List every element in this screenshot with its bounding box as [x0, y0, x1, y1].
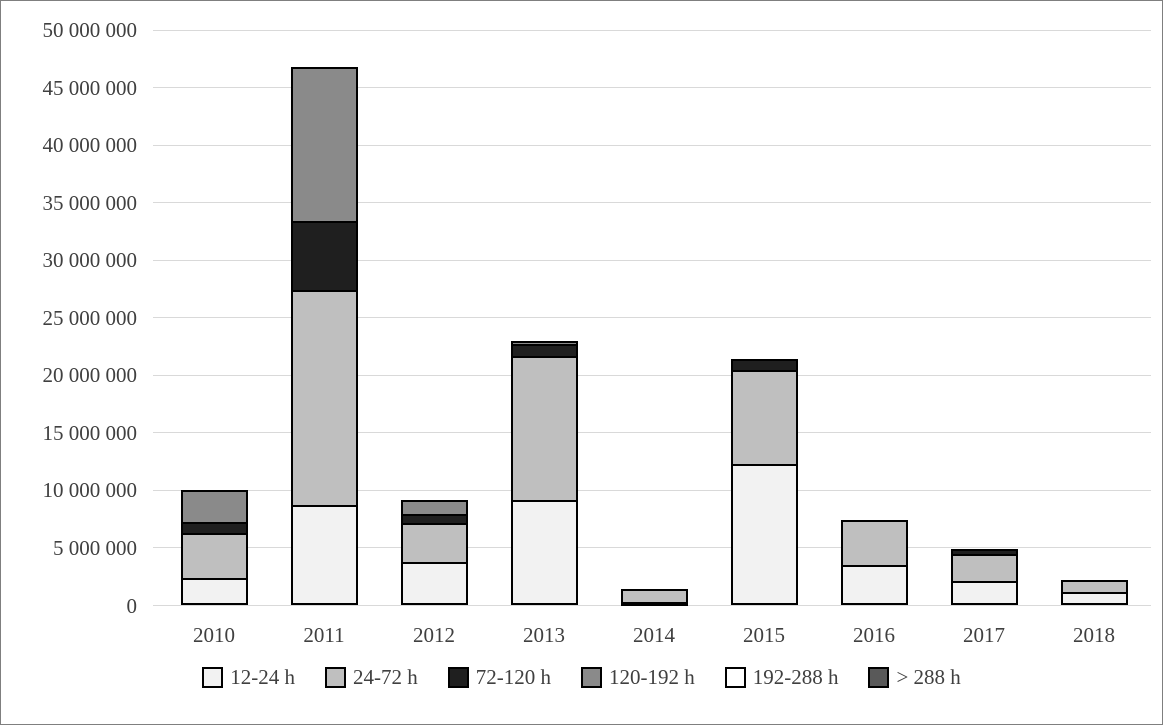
bar-segment-2010-12-24h	[180, 577, 248, 606]
chart-legend: 12-24 h 24-72 h 72-120 h 120-192 h 192-288 h…	[1, 665, 1162, 690]
y-axis-tick-label: 15 000 000	[42, 420, 138, 445]
bar-segment-2013-12-24h	[510, 500, 578, 606]
legend-swatch-icon	[580, 667, 602, 688]
gridline	[153, 144, 1151, 146]
x-axis-tick-label: 2012	[413, 623, 455, 647]
y-axis-tick-label: 10 000 000	[42, 478, 138, 503]
y-axis-tick-label: 40 000 000	[42, 133, 138, 158]
bar-segment-2013-72-120h	[510, 344, 578, 358]
legend-item: 192-288 h	[724, 665, 839, 690]
legend-label: 120-192 h	[608, 665, 695, 689]
x-axis-tick-label: 2015	[743, 623, 785, 647]
bar-segment-2011-24-72h	[290, 290, 358, 508]
legend-swatch-icon	[868, 667, 890, 688]
bar-segment-2018-24-72h	[1060, 579, 1128, 595]
gridline	[153, 547, 1151, 549]
y-axis-tick-label: 30 000 000	[42, 248, 138, 273]
bar-segment-2012-12-24h	[400, 561, 468, 606]
legend-label: 72-120 h	[475, 665, 551, 689]
y-axis-tick-label: 20 000 000	[42, 363, 138, 388]
bar-segment-2015-72-120h	[730, 359, 798, 373]
bar-segment-2010-24-72h	[180, 532, 248, 580]
bar-segment-2014-24-72h	[620, 589, 688, 605]
gridline	[153, 489, 1151, 491]
y-axis-tick-label: 0	[126, 593, 138, 618]
legend-item: 120-192 h	[580, 665, 695, 690]
legend-swatch-icon	[724, 667, 746, 688]
bar-segment-2013-120-192h	[510, 340, 578, 347]
y-axis-tick-label: 45 000 000	[42, 75, 138, 100]
bar-segment-2015-12-24h	[730, 463, 798, 606]
y-axis-tick-label: 50 000 000	[42, 18, 138, 42]
legend-item: 12-24 h	[202, 665, 295, 690]
bar-segment-2013-24-72h	[510, 355, 578, 503]
legend-item: 24-72 h	[324, 665, 418, 690]
bar-segment-2017-12-24h	[950, 581, 1018, 606]
legend-swatch-icon	[202, 667, 224, 688]
gridline	[153, 202, 1151, 204]
x-axis-tick-label: 2018	[1073, 623, 1115, 647]
bar-segment-2011-120-192h	[290, 66, 358, 224]
y-axis-tick-label: 25 000 000	[42, 305, 138, 330]
bar-segment-2017-72-120h	[950, 549, 1018, 557]
legend-item: 72-120 h	[447, 665, 551, 690]
gridline	[153, 259, 1151, 261]
legend-item: > 288 h	[868, 665, 961, 690]
bar-segment-2016-12-24h	[840, 565, 908, 606]
legend-swatch-icon	[324, 667, 346, 688]
y-axis-tick-label: 35 000 000	[42, 190, 138, 215]
legend-label: 12-24 h	[230, 665, 295, 689]
bar-segment-2015-24-72h	[730, 370, 798, 466]
gridline	[153, 317, 1151, 319]
x-axis-tick-label: 2017	[963, 623, 1005, 647]
legend-label: 24-72 h	[352, 665, 418, 689]
x-axis-tick-label: 2016	[853, 623, 895, 647]
x-axis-tick-label: 2010	[193, 623, 235, 647]
bar-segment-2011-72-120h	[290, 221, 358, 293]
bar-segment-2010-120-192h	[180, 489, 248, 525]
x-axis-tick-label: 2014	[633, 623, 675, 647]
x-axis-tick-label: 2011	[303, 623, 345, 647]
gridline	[153, 87, 1151, 89]
bar-segment-2012-24-72h	[400, 523, 468, 564]
gridline	[153, 432, 1151, 434]
bar-segment-2017-24-72h	[950, 554, 1018, 584]
legend-swatch-icon	[447, 667, 469, 688]
gridline	[153, 29, 1151, 31]
bar-segment-2011-12-24h	[290, 505, 358, 606]
x-axis-tick-label: 2013	[523, 623, 565, 647]
gridline	[153, 374, 1151, 376]
bar-segment-2016-24-72h	[840, 520, 908, 568]
y-axis-tick-label: 5 000 000	[53, 535, 137, 560]
bar-segment-2012-120-192h	[400, 499, 468, 516]
legend-label: 192-288 h	[752, 665, 839, 689]
legend-label: > 288 h	[896, 665, 961, 689]
